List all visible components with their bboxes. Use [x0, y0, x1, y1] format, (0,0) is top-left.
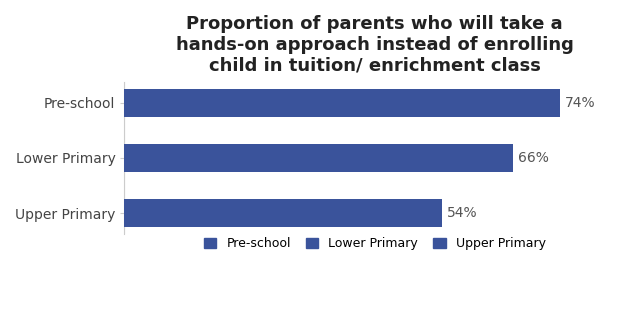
Text: 54%: 54% [447, 206, 478, 220]
Legend: Pre-school, Lower Primary, Upper Primary: Pre-school, Lower Primary, Upper Primary [199, 233, 550, 255]
Bar [124, 144, 513, 172]
Bar [124, 89, 560, 117]
Title: Proportion of parents who will take a
hands-on approach instead of enrolling
chi: Proportion of parents who will take a ha… [176, 15, 573, 75]
Text: 66%: 66% [518, 151, 548, 165]
Bar [124, 199, 442, 227]
Text: 74%: 74% [565, 96, 596, 110]
